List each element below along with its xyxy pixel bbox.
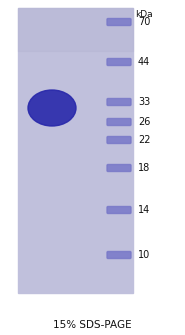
Ellipse shape [28,90,76,126]
FancyBboxPatch shape [107,59,131,66]
Text: 15% SDS-PAGE: 15% SDS-PAGE [53,320,132,330]
FancyBboxPatch shape [107,136,131,143]
Text: 14: 14 [138,205,150,215]
Bar [18,8,133,293]
Bar [18,8,133,51]
FancyBboxPatch shape [107,252,131,259]
FancyBboxPatch shape [107,164,131,172]
Text: 22: 22 [138,135,151,145]
FancyBboxPatch shape [107,18,131,25]
FancyBboxPatch shape [107,98,131,106]
Text: 18: 18 [138,163,150,173]
Text: kDa: kDa [135,10,153,19]
Text: 70: 70 [138,17,150,27]
Text: 10: 10 [138,250,150,260]
FancyBboxPatch shape [107,119,131,126]
Text: 33: 33 [138,97,150,107]
FancyBboxPatch shape [107,206,131,213]
Text: 44: 44 [138,57,150,67]
Text: 26: 26 [138,117,150,127]
